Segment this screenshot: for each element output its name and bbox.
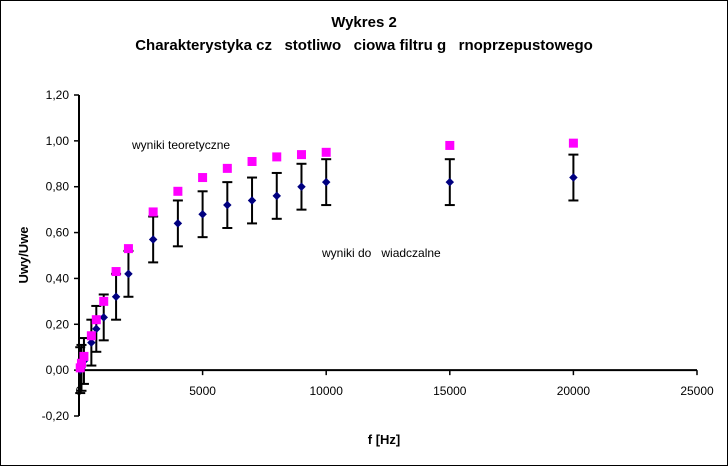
x-tick-label: 10000 — [310, 384, 344, 398]
theoretical-point — [123, 244, 133, 254]
y-tick-label: 1,00 — [46, 134, 70, 148]
experimental-point — [173, 219, 183, 228]
theoretical-point — [99, 296, 109, 306]
experimental-point — [111, 292, 121, 302]
experimental-point — [87, 338, 96, 347]
theoretical-point — [76, 358, 86, 368]
theoretical-point — [148, 207, 158, 217]
experimental-point — [445, 177, 455, 187]
chart-subtitle: Charakterystyka cz stotliwo ciowa filtru… — [135, 37, 593, 54]
y-tick-label: 0,00 — [46, 363, 70, 377]
y-tick-label: 1,20 — [46, 88, 70, 102]
theoretical-point — [173, 186, 183, 196]
theoretical-point — [75, 363, 85, 373]
theoretical-point — [222, 163, 232, 173]
y-tick-label: -0,20 — [42, 409, 70, 423]
experimental-point — [148, 235, 158, 244]
experimental-point — [124, 269, 133, 279]
annotation-experimental: wyniki do wiadczalne — [321, 246, 441, 260]
theoretical-point — [91, 315, 101, 325]
theoretical-point — [86, 331, 96, 341]
theoretical-point — [321, 147, 331, 157]
experimental-point — [92, 324, 101, 334]
x-tick-label: 5000 — [189, 384, 216, 398]
experimental-point — [321, 177, 331, 187]
chart-title: Wykres 2 — [331, 14, 397, 31]
experimental-point — [272, 191, 282, 201]
experimental-point — [297, 182, 306, 191]
experimental-point — [247, 196, 257, 205]
y-tick-label: 0,40 — [46, 271, 70, 285]
theoretical-point — [247, 156, 257, 166]
annotation-theoretical: wyniki teoretyczne — [131, 138, 230, 152]
x-tick-label: 15000 — [433, 384, 467, 398]
x-tick-label: 20000 — [557, 384, 591, 398]
x-tick-label: 25000 — [680, 384, 714, 398]
y-axis-label: Uwy/Uwe — [16, 226, 31, 283]
y-tick-label: 0,80 — [46, 180, 70, 194]
theoretical-point — [445, 140, 455, 150]
x-axis-label: f [Hz] — [368, 432, 401, 447]
experimental-point — [569, 173, 578, 182]
theoretical-point — [568, 138, 578, 148]
experimental-point — [198, 209, 207, 219]
experimental-point — [223, 200, 232, 210]
theoretical-point — [296, 150, 306, 160]
y-tick-label: 0,60 — [46, 226, 70, 240]
experimental-point — [99, 313, 108, 322]
y-tick-label: 0,20 — [46, 317, 70, 331]
theoretical-point — [79, 351, 89, 361]
theoretical-point — [272, 152, 282, 162]
theoretical-point — [198, 173, 208, 183]
theoretical-point — [111, 267, 121, 277]
